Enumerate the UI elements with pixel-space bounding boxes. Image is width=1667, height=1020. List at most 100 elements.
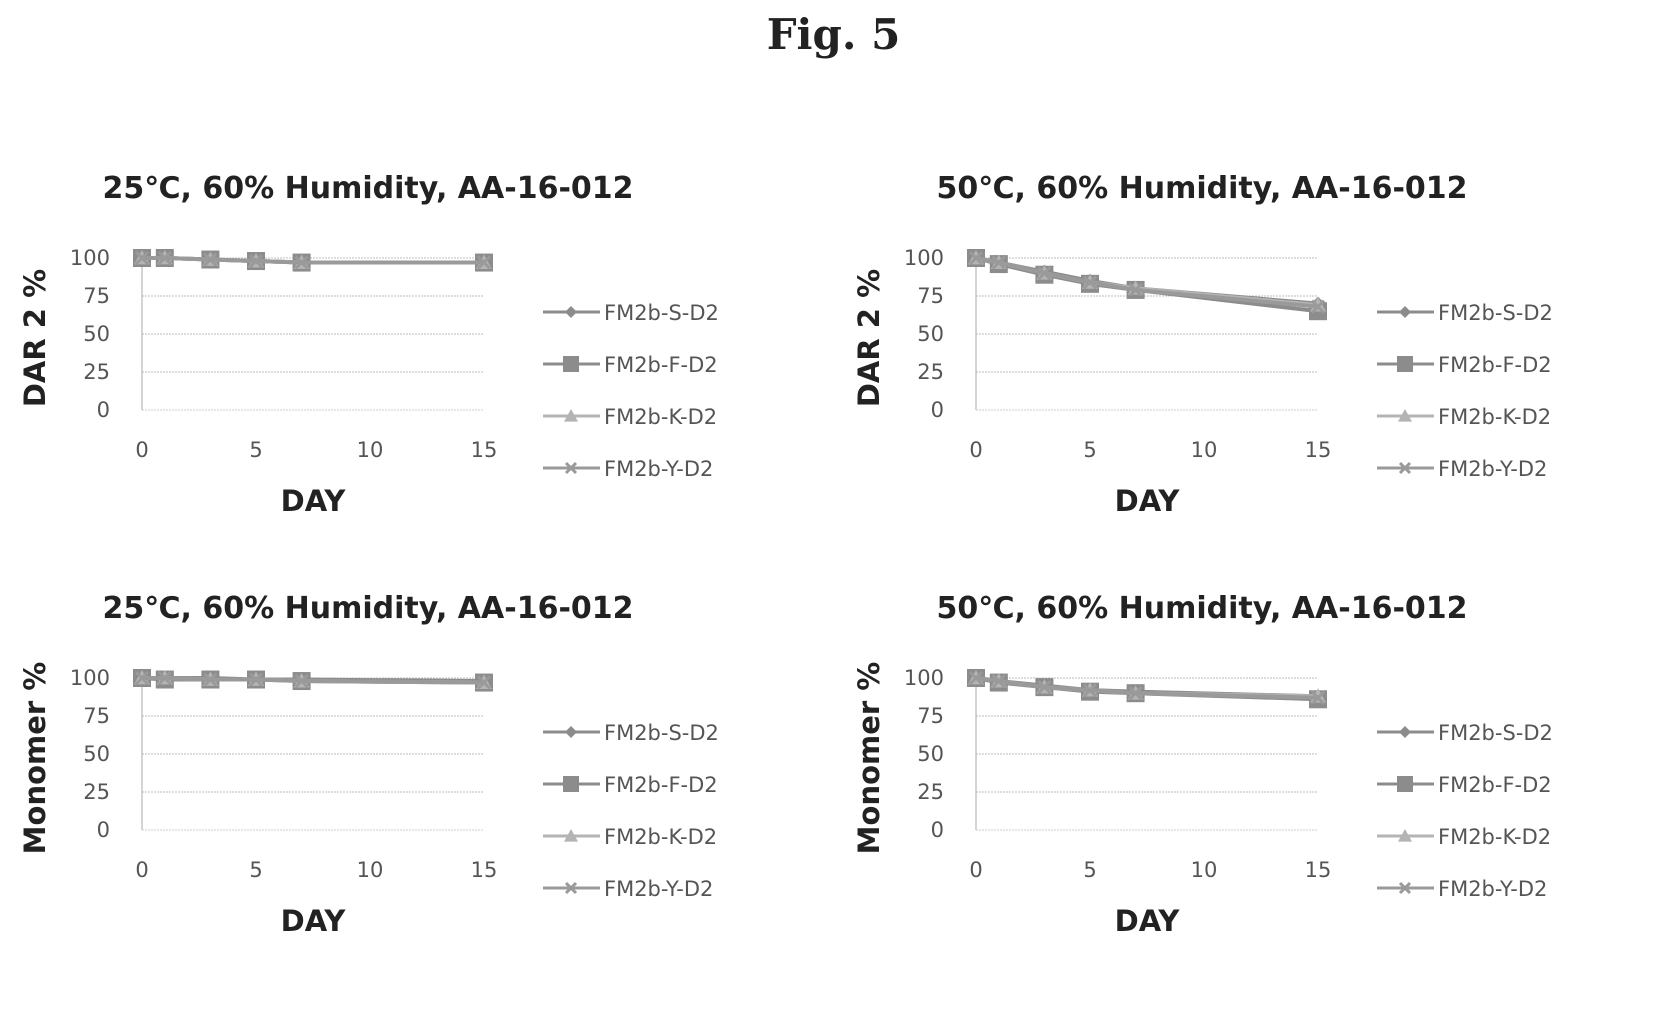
legend-item: FM2b-F-D2 bbox=[1377, 353, 1552, 377]
data-point bbox=[248, 253, 264, 269]
x-tick-label: 5 bbox=[1083, 438, 1096, 462]
legend-label: FM2b-K-D2 bbox=[604, 825, 717, 849]
data-point bbox=[1037, 266, 1052, 281]
x-tick-label: 10 bbox=[1191, 438, 1218, 462]
chart-title: 25℃, 60% Humidity, AA-16-012 bbox=[102, 171, 633, 206]
chart-monomer-50c: 50℃, 60% Humidity, AA-16-012 0 25 50 75 100 0 5… bbox=[834, 580, 1667, 1020]
legend-item: FM2b-S-D2 bbox=[1377, 301, 1553, 325]
legend-label: FM2b-S-D2 bbox=[1438, 301, 1553, 325]
x-tick-label: 10 bbox=[1191, 858, 1218, 882]
legend-label: FM2b-S-D2 bbox=[604, 301, 719, 325]
chart-title: 50℃, 60% Humidity, AA-16-012 bbox=[936, 171, 1467, 206]
chart-monomer-25c: 25℃, 60% Humidity, AA-16-012 0 25 50 75 100 0 5… bbox=[0, 580, 833, 1020]
y-tick-label: 0 bbox=[97, 818, 110, 842]
x-tick-label: 15 bbox=[1305, 438, 1332, 462]
x-tick-label: 15 bbox=[1305, 858, 1332, 882]
legend-marker bbox=[564, 409, 578, 422]
y-tick-label: 0 bbox=[931, 398, 944, 422]
y-tick-label: 0 bbox=[97, 398, 110, 422]
chart-title: 25℃, 60% Humidity, AA-16-012 bbox=[102, 591, 633, 626]
y-tick-label: 75 bbox=[917, 704, 944, 728]
data-point bbox=[157, 670, 172, 686]
data-point bbox=[991, 255, 1006, 270]
legend-item: FM2b-S-D2 bbox=[543, 721, 719, 745]
x-axis-title: DAY bbox=[281, 904, 347, 938]
legend-item: FM2b-K-D2 bbox=[1377, 825, 1551, 849]
y-tick-label: 25 bbox=[83, 780, 110, 804]
x-axis-title: DAY bbox=[1115, 484, 1181, 518]
series-FM2b-Y-D2 bbox=[134, 250, 492, 270]
y-tick-label: 50 bbox=[917, 742, 944, 766]
legend-item: FM2b-K-D2 bbox=[543, 825, 717, 849]
y-tick-label: 100 bbox=[70, 666, 110, 690]
chart-title: 50℃, 60% Humidity, AA-16-012 bbox=[936, 591, 1467, 626]
legend-marker bbox=[563, 776, 579, 792]
data-point bbox=[476, 255, 492, 270]
legend-marker bbox=[565, 306, 577, 318]
legend-marker bbox=[1399, 306, 1411, 318]
x-tick-label: 0 bbox=[969, 438, 982, 462]
x-tick-label: 5 bbox=[1083, 858, 1096, 882]
data-point bbox=[476, 675, 492, 690]
data-point bbox=[248, 672, 264, 687]
y-tick-label: 25 bbox=[83, 360, 110, 384]
x-axis-title: DAY bbox=[1115, 904, 1181, 938]
data-point bbox=[1128, 686, 1143, 701]
legend-item: FM2b-Y-D2 bbox=[543, 877, 713, 901]
chart-svg: 25℃, 60% Humidity, AA-16-012 0 25 50 75 100 0 5… bbox=[18, 171, 719, 518]
figure-title: Fig. 5 bbox=[766, 10, 901, 59]
legend-item: FM2b-Y-D2 bbox=[1377, 877, 1547, 901]
chart-dar2-25c: 25℃, 60% Humidity, AA-16-012 0 25 50 75 100 0 5… bbox=[0, 160, 833, 600]
series-FM2b-F-D2 bbox=[967, 249, 1327, 321]
legend-item: FM2b-F-D2 bbox=[543, 353, 718, 377]
legend-marker bbox=[564, 461, 578, 475]
legend-marker bbox=[1398, 409, 1412, 422]
legend-marker bbox=[1398, 829, 1412, 842]
data-point bbox=[203, 672, 218, 687]
x-tick-label: 0 bbox=[969, 858, 982, 882]
legend-marker bbox=[1398, 461, 1412, 475]
series-line bbox=[142, 256, 484, 265]
x-tick-label: 0 bbox=[135, 438, 148, 462]
series-line bbox=[975, 256, 1319, 306]
data-point bbox=[968, 250, 984, 266]
legend-item: FM2b-Y-D2 bbox=[1377, 457, 1547, 481]
x-tick-label: 5 bbox=[249, 858, 262, 882]
data-point bbox=[968, 670, 984, 686]
legend-label: FM2b-Y-D2 bbox=[604, 877, 713, 901]
y-tick-label: 75 bbox=[83, 284, 110, 308]
series-FM2b-Y-D2 bbox=[968, 670, 1326, 705]
x-tick-label: 15 bbox=[471, 858, 498, 882]
data-point bbox=[991, 673, 1006, 689]
y-tick-label: 100 bbox=[904, 246, 944, 270]
y-tick-label: 75 bbox=[917, 284, 944, 308]
legend-item: FM2b-S-D2 bbox=[1377, 721, 1553, 745]
legend-item: FM2b-F-D2 bbox=[1377, 773, 1552, 797]
x-tick-label: 10 bbox=[357, 438, 384, 462]
legend-label: FM2b-K-D2 bbox=[1438, 405, 1551, 429]
legend-label: FM2b-F-D2 bbox=[1438, 773, 1552, 797]
y-tick-label: 25 bbox=[917, 360, 944, 384]
chart-dar2-50c: 50℃, 60% Humidity, AA-16-012 0 25 50 75 100 0 5… bbox=[834, 160, 1667, 600]
legend-label: FM2b-S-D2 bbox=[1438, 721, 1553, 745]
chart-svg: 25℃, 60% Humidity, AA-16-012 0 25 50 75 100 0 5… bbox=[18, 591, 719, 938]
data-point bbox=[1082, 275, 1098, 290]
chart-svg: 50℃, 60% Humidity, AA-16-012 0 25 50 75 100 0 5… bbox=[852, 591, 1553, 938]
y-axis-title: Monomer % bbox=[18, 662, 52, 855]
series-line bbox=[975, 676, 1319, 700]
chart-svg: 50℃, 60% Humidity, AA-16-012 0 25 50 75 100 0 5… bbox=[852, 171, 1553, 518]
y-tick-label: 100 bbox=[70, 246, 110, 270]
legend-marker bbox=[1399, 726, 1411, 738]
series-FM2b-F-D2 bbox=[967, 669, 1327, 709]
y-tick-label: 50 bbox=[917, 322, 944, 346]
data-point bbox=[134, 250, 150, 266]
series-FM2b-Y-D2 bbox=[134, 670, 492, 690]
data-point bbox=[1128, 282, 1143, 297]
legend-marker bbox=[1397, 776, 1413, 792]
legend-label: FM2b-K-D2 bbox=[604, 405, 717, 429]
legend-item: FM2b-S-D2 bbox=[543, 301, 719, 325]
x-tick-label: 0 bbox=[135, 858, 148, 882]
y-tick-label: 25 bbox=[917, 780, 944, 804]
legend-label: FM2b-K-D2 bbox=[1438, 825, 1551, 849]
legend-label: FM2b-S-D2 bbox=[604, 721, 719, 745]
